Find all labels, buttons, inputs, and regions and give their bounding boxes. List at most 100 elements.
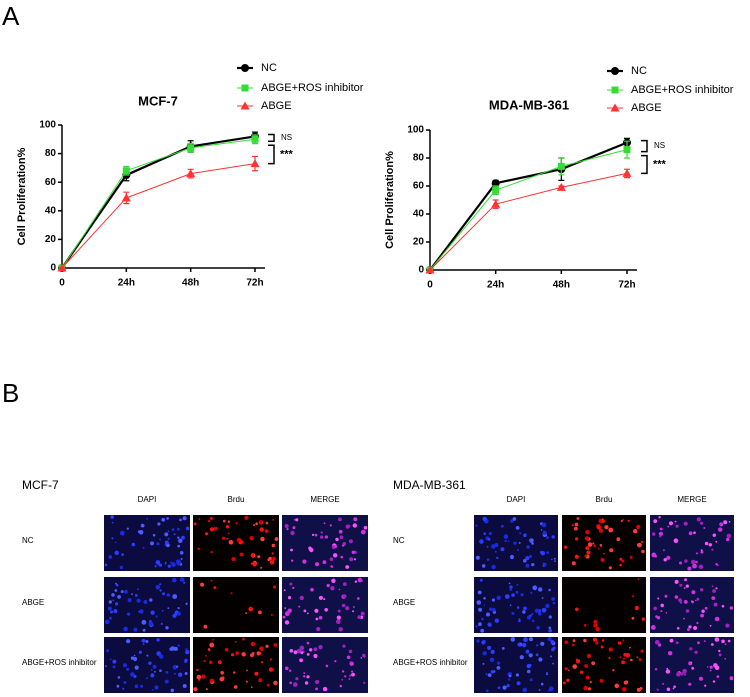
cell-dot <box>205 655 207 657</box>
cell-dot <box>692 563 697 569</box>
cell-dot <box>136 598 141 603</box>
cell-dot <box>693 626 698 630</box>
cell-dot <box>250 553 255 557</box>
cell-dot <box>252 562 257 567</box>
cell-dot <box>695 552 698 555</box>
cell-dot <box>209 527 215 532</box>
cell-dot <box>356 597 360 600</box>
cell-dot <box>306 641 310 645</box>
cell-dot <box>678 598 682 603</box>
cell-dot <box>283 589 286 592</box>
cell-dot <box>213 586 217 589</box>
cell-dot <box>512 517 517 521</box>
cell-dot <box>564 640 568 644</box>
cell-dot <box>333 553 338 558</box>
series-line <box>429 172 628 271</box>
cell-dot <box>714 616 720 622</box>
cell-dot <box>673 685 676 688</box>
cell-dot <box>341 678 344 681</box>
cell-dot <box>636 524 641 530</box>
cell-dot <box>320 531 323 534</box>
cell-dot <box>360 529 366 535</box>
cell-dot <box>227 520 231 523</box>
cell-dot <box>571 524 574 527</box>
cell-dot <box>185 648 188 651</box>
cell-dot <box>588 687 592 691</box>
cell-dot <box>695 560 698 564</box>
cell-dot <box>721 604 725 608</box>
cell-dot <box>337 609 341 613</box>
cell-dot <box>612 669 615 672</box>
cell-dot <box>718 527 723 532</box>
cell-dot <box>585 675 590 680</box>
cell-dot <box>351 670 353 673</box>
cell-dot <box>675 524 679 528</box>
cell-dot <box>159 583 162 586</box>
cell-dot <box>629 555 633 559</box>
cell-dot <box>241 652 246 657</box>
row-label: ABGE <box>393 598 415 607</box>
cell-dot <box>344 675 347 678</box>
cell-dot <box>272 519 275 521</box>
cell-dot <box>185 526 190 531</box>
row-label: NC <box>22 536 34 545</box>
cell-dot <box>166 593 171 597</box>
cell-dot <box>483 604 486 606</box>
micrograph <box>282 577 368 633</box>
cell-dot <box>637 542 642 548</box>
cell-dot <box>500 547 505 552</box>
cell-dot <box>345 565 350 569</box>
cell-dot <box>475 555 480 560</box>
cell-dot <box>127 612 130 615</box>
cell-dot <box>245 680 248 683</box>
bracket <box>641 154 648 175</box>
cell-dot <box>114 550 119 555</box>
cell-dot <box>210 550 213 554</box>
cell-dot <box>315 617 319 621</box>
cell-dot <box>315 679 320 685</box>
cell-dot <box>508 678 511 681</box>
cell-dot <box>517 549 519 551</box>
cell-dot <box>179 551 184 555</box>
cell-dot <box>172 613 177 618</box>
bracket <box>641 139 648 153</box>
cell-dot <box>502 685 507 690</box>
cell-dot <box>250 653 254 658</box>
cell-dot <box>173 533 176 536</box>
cell-dot <box>205 532 209 536</box>
cell-dot <box>576 659 580 664</box>
cell-dot <box>156 651 161 656</box>
cell-dot <box>164 532 169 537</box>
cell-dot <box>178 538 183 543</box>
cell-dot <box>713 602 718 607</box>
cell-dot <box>666 667 668 670</box>
cell-dot <box>704 541 709 546</box>
cell-dot <box>666 687 671 692</box>
cell-dot <box>345 606 350 611</box>
cell-dot <box>111 521 114 524</box>
cell-dot <box>515 590 519 594</box>
cell-dot <box>152 533 156 537</box>
cell-dot <box>509 585 513 589</box>
cell-dot <box>709 669 712 672</box>
marker <box>186 169 196 178</box>
marker <box>250 159 260 168</box>
cell-dot <box>523 637 528 643</box>
cell-dot <box>623 680 628 685</box>
cell-dot <box>260 661 263 664</box>
cell-dot <box>285 666 289 671</box>
cell-dot <box>476 600 482 605</box>
cell-dot <box>519 655 524 660</box>
cell-dot <box>542 530 547 535</box>
cell-dot <box>179 518 182 522</box>
cell-dot <box>181 535 185 540</box>
cell-dot <box>351 550 355 554</box>
cell-dot <box>575 537 579 541</box>
cell-dot <box>340 555 344 559</box>
cell-dot <box>309 547 314 553</box>
cell-dot <box>479 578 483 582</box>
cell-dot <box>614 683 620 689</box>
cell-dot <box>269 658 272 661</box>
cell-dot <box>608 647 613 652</box>
legend-marker <box>240 101 250 110</box>
